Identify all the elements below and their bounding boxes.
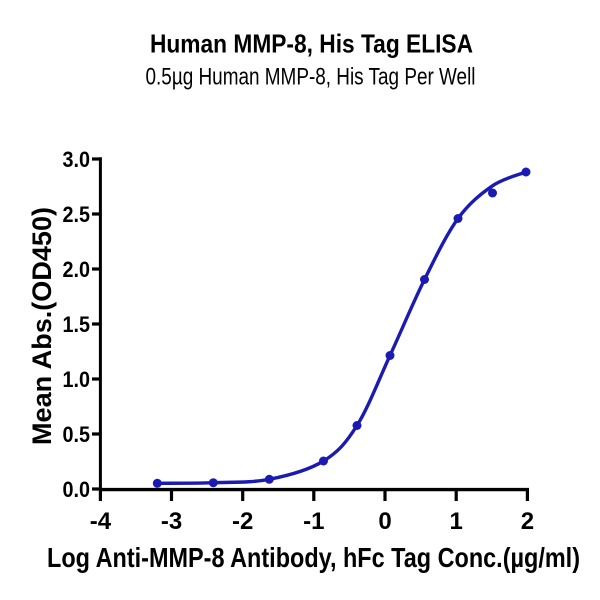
svg-text:1.5: 1.5 bbox=[63, 312, 91, 337]
svg-text:0.5µg Human MMP-8, His Tag Per: 0.5µg Human MMP-8, His Tag Per Well bbox=[146, 63, 476, 90]
svg-text:-2: -2 bbox=[232, 508, 253, 535]
svg-text:3.0: 3.0 bbox=[63, 147, 91, 172]
svg-text:0.5: 0.5 bbox=[63, 422, 91, 447]
svg-text:-3: -3 bbox=[161, 508, 182, 535]
svg-text:2.5: 2.5 bbox=[63, 202, 91, 227]
svg-text:0.0: 0.0 bbox=[63, 477, 91, 502]
svg-text:-1: -1 bbox=[303, 508, 324, 535]
svg-text:1: 1 bbox=[450, 508, 463, 535]
svg-text:Log Anti-MMP-8 Antibody, hFc T: Log Anti-MMP-8 Antibody, hFc Tag Conc.(µ… bbox=[47, 542, 580, 573]
svg-text:Mean Abs.(OD450): Mean Abs.(OD450) bbox=[27, 207, 57, 445]
svg-text:2.0: 2.0 bbox=[63, 257, 91, 282]
svg-text:0: 0 bbox=[378, 508, 391, 535]
svg-text:2: 2 bbox=[521, 508, 534, 535]
svg-text:1.0: 1.0 bbox=[63, 367, 91, 392]
svg-text:Human MMP-8, His Tag ELISA: Human MMP-8, His Tag ELISA bbox=[150, 28, 473, 58]
svg-text:-4: -4 bbox=[90, 508, 112, 535]
